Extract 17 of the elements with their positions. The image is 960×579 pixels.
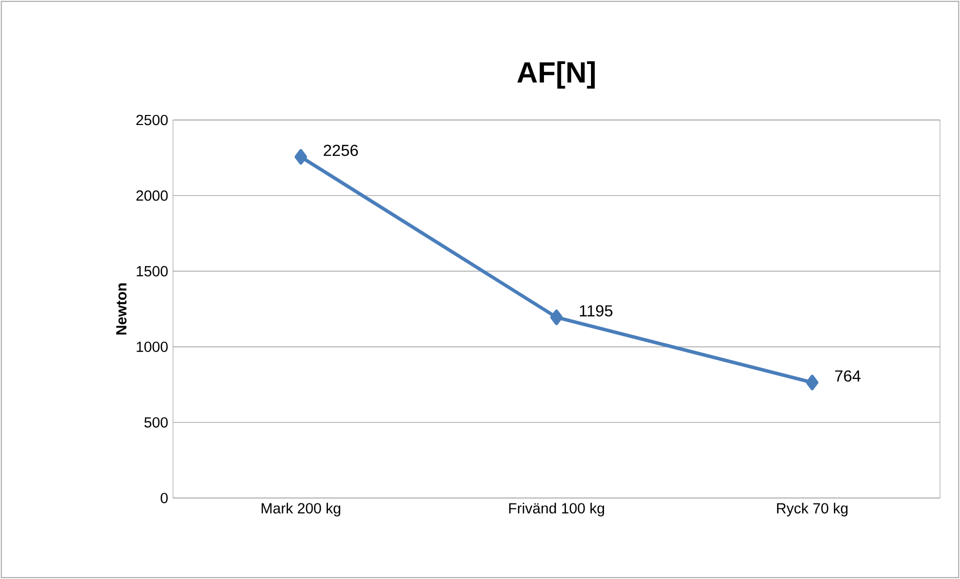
y-tick-label: 0 [160, 492, 168, 504]
chart-title: AF[N] [517, 61, 595, 89]
point [550, 310, 563, 326]
x-tick-label: Ryck 70 kg [777, 502, 848, 516]
data-label: 764 [835, 370, 861, 382]
point [294, 149, 308, 165]
x-tick-label: Mark 200 kg [262, 502, 340, 516]
y-tick-label: 2000 [136, 190, 168, 201]
y-tick-label: 1000 [136, 342, 168, 352]
y-tick-label: 2500 [136, 114, 168, 126]
point [806, 374, 818, 390]
y-tick-label: 1500 [136, 266, 168, 276]
data-label: 2256 [324, 144, 358, 156]
y-tick-label: 500 [144, 417, 168, 428]
data-label: 1195 [580, 305, 612, 316]
y-axis-title: Newton [116, 283, 127, 334]
x-tick-label: Frivänd 100 kg [509, 502, 604, 516]
